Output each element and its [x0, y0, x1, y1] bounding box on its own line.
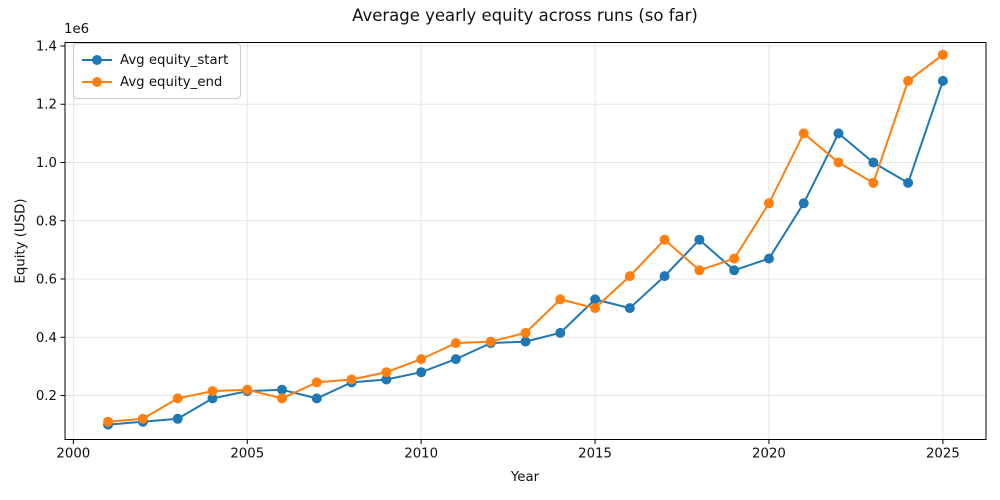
avg-equity-end-point-2023: [868, 177, 879, 188]
avg-equity-end-point-2010: [416, 354, 427, 365]
x-axis-label: Year: [510, 470, 540, 485]
x-tick-label: 2020: [752, 447, 786, 462]
y-tick-label: 1.4: [36, 39, 57, 54]
avg-equity-end-point-2003: [172, 393, 183, 404]
legend-item-equity-start: Avg equity_start: [82, 49, 228, 71]
avg-equity-end-point-2017: [659, 234, 670, 245]
avg-equity-end-point-2006: [277, 393, 287, 404]
avg-equity-start-point-2017: [659, 271, 670, 282]
y-tick-label: 0.8: [36, 214, 57, 229]
avg-equity-end-point-2014: [555, 294, 566, 305]
legend-label-equity-end: Avg equity_end: [120, 74, 223, 90]
avg-equity-start-point-2006: [277, 384, 287, 395]
avg-equity-start-point-2020: [764, 253, 774, 264]
avg-equity-start-point-2016: [624, 303, 635, 314]
avg-equity-start-point-2019: [729, 265, 740, 276]
avg-equity-end-point-2011: [450, 338, 461, 349]
avg-equity-end-point-2012: [485, 336, 496, 347]
avg-equity-end-point-2015: [590, 303, 601, 314]
avg-equity-start-point-2015: [590, 294, 601, 305]
avg-equity-end-point-2007: [311, 377, 322, 388]
legend-label-equity-start: Avg equity_start: [120, 52, 229, 68]
x-tick-label: 2010: [404, 447, 438, 462]
legend-line-marker-icon: [82, 55, 112, 65]
avg-equity-end-point-2016: [624, 271, 635, 282]
avg-equity-start-point-2009: [381, 374, 392, 385]
avg-equity-end-point-2018: [694, 265, 705, 276]
legend-item-equity-end: Avg equity_end: [82, 71, 228, 93]
avg-equity-start-point-2003: [172, 413, 183, 424]
avg-equity-start-point-2007: [311, 393, 322, 404]
y-tick-label: 1.0: [36, 156, 57, 171]
legend-line-marker-icon: [82, 77, 112, 87]
avg-equity-end-point-2020: [764, 198, 774, 209]
x-tick-label: 2005: [230, 447, 264, 462]
x-tick-label: 2025: [926, 447, 960, 462]
avg-equity-end-point-2008: [346, 374, 357, 385]
y-tick-label: 1.2: [36, 98, 57, 113]
x-tick-label: 2000: [56, 447, 90, 462]
avg-equity-start-point-2022: [833, 128, 844, 139]
axes-frame: [64, 42, 987, 440]
avg-equity-start-point-2013: [520, 336, 531, 347]
avg-equity-start-point-2025: [937, 75, 948, 86]
avg-equity-end-point-2024: [903, 75, 914, 86]
avg-equity-start-point-2023: [868, 157, 879, 168]
avg-equity-end-point-2013: [520, 327, 531, 338]
avg-equity-start-point-2014: [555, 327, 566, 338]
avg-equity-end-point-2025: [937, 49, 948, 60]
legend: Avg equity_start Avg equity_end: [73, 43, 242, 99]
avg-equity-end-line: [108, 53, 944, 423]
avg-equity-end-point-2002: [137, 413, 148, 424]
avg-equity-end-point-2019: [729, 253, 740, 264]
avg-equity-start-point-2004: [207, 393, 218, 404]
avg-equity-start-point-2011: [450, 354, 461, 365]
y-tick-label: 0.2: [36, 389, 57, 404]
y-axis-offset-label: 1e6: [64, 22, 90, 37]
avg-equity-start-point-2018: [694, 234, 705, 245]
avg-equity-end-point-2004: [207, 386, 218, 397]
y-tick-label: 0.6: [36, 273, 57, 288]
avg-equity-end-point-2009: [381, 367, 392, 378]
avg-equity-end-point-2021: [798, 128, 809, 139]
avg-equity-start-point-2010: [416, 367, 427, 378]
chart-title: Average yearly equity across runs (so fa…: [352, 6, 698, 25]
avg-equity-end-point-2005: [242, 384, 253, 395]
avg-equity-start-point-2021: [798, 198, 809, 209]
y-axis-label: Equity (USD): [13, 198, 29, 284]
avg-equity-end-point-2001: [103, 416, 114, 427]
avg-equity-end-point-2022: [833, 157, 844, 168]
y-tick-label: 0.4: [36, 331, 57, 346]
avg-equity-start-line: [108, 80, 944, 426]
x-tick-label: 2015: [578, 447, 612, 462]
avg-equity-start-point-2024: [903, 177, 914, 188]
